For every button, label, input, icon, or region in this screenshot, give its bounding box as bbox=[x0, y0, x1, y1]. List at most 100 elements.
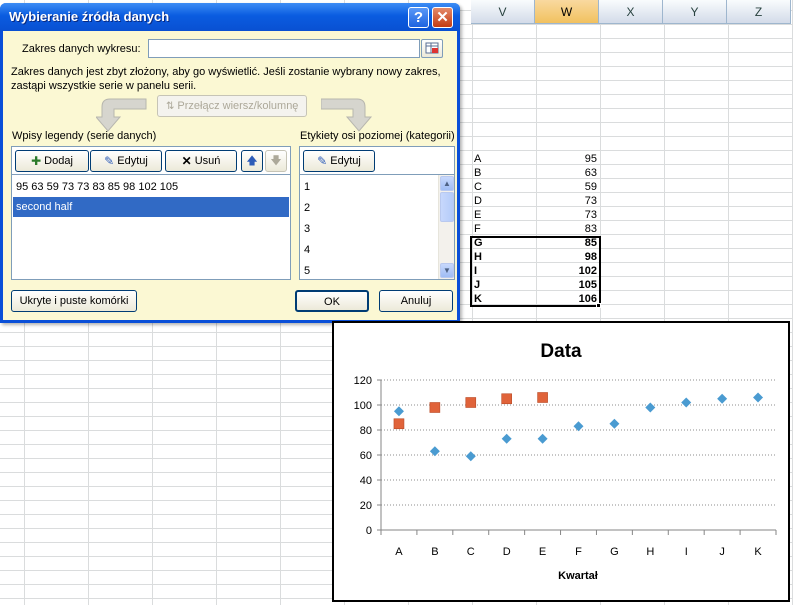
cell-label[interactable]: K bbox=[474, 293, 482, 305]
cell-value[interactable]: 85 bbox=[584, 237, 597, 249]
cell-value[interactable]: 59 bbox=[584, 181, 597, 193]
y-tick-label: 0 bbox=[366, 525, 372, 537]
data-point-square bbox=[429, 402, 441, 413]
ok-button[interactable]: OK bbox=[295, 290, 369, 312]
remove-series-button[interactable]: ✕ Usuń bbox=[165, 150, 237, 172]
cancel-button[interactable]: Anuluj bbox=[379, 290, 453, 312]
x-axis-title: Kwartał bbox=[558, 570, 598, 582]
arrow-up-icon: 🡅 bbox=[246, 155, 258, 167]
category-item[interactable]: 3 bbox=[304, 223, 311, 235]
arrow-right-icon bbox=[321, 98, 373, 132]
select-data-source-dialog: Wybieranie źródła danych ? ✕ Zakres dany… bbox=[0, 3, 460, 323]
cell-label[interactable]: E bbox=[474, 209, 482, 221]
cell-label[interactable]: A bbox=[474, 153, 482, 165]
y-tick-label: 80 bbox=[360, 425, 372, 437]
column-header-y[interactable]: Y bbox=[663, 0, 727, 24]
column-header-v[interactable]: V bbox=[471, 0, 535, 24]
category-labels-pane: ✎ Edytuj 1 2 3 4 5 ▲ ▼ bbox=[299, 146, 455, 280]
data-point-square bbox=[465, 397, 477, 408]
category-item[interactable]: 5 bbox=[304, 265, 311, 277]
y-tick-label: 120 bbox=[354, 375, 372, 387]
category-item[interactable]: 4 bbox=[304, 244, 311, 256]
move-up-button[interactable]: 🡅 bbox=[241, 150, 263, 172]
arrow-left-icon bbox=[96, 98, 147, 132]
x-tick-label: J bbox=[719, 546, 725, 558]
legend-entries-pane: ✚ Dodaj ✎ Edytuj ✕ Usuń 🡅 🡇 95 63 59 73 73 … bbox=[11, 146, 291, 280]
add-label: Dodaj bbox=[44, 155, 73, 167]
edit-categories-button[interactable]: ✎ Edytuj bbox=[303, 150, 375, 172]
column-header-w[interactable]: W bbox=[535, 0, 599, 24]
legend-toolbar: ✚ Dodaj ✎ Edytuj ✕ Usuń 🡅 🡇 bbox=[12, 147, 290, 175]
category-item[interactable]: 2 bbox=[304, 202, 311, 214]
range-note-line2: zastąpi wszystkie serie w panelu serii. bbox=[11, 80, 197, 92]
cell-label[interactable]: F bbox=[474, 223, 481, 235]
cell-value[interactable]: 63 bbox=[584, 167, 597, 179]
close-button[interactable]: ✕ bbox=[432, 7, 453, 28]
selection-range[interactable] bbox=[470, 236, 601, 307]
cell-label[interactable]: B bbox=[474, 167, 482, 179]
column-header-x[interactable]: X bbox=[599, 0, 663, 24]
chart-title: Data bbox=[540, 341, 582, 362]
cell-value[interactable]: 106 bbox=[578, 293, 597, 305]
series-item[interactable]: 95 63 59 73 73 83 85 98 102 105 bbox=[16, 181, 179, 193]
category-labels-label: Etykiety osi poziomej (kategorii) bbox=[300, 130, 455, 142]
cell-label[interactable]: H bbox=[474, 251, 482, 263]
cell-label[interactable]: I bbox=[474, 265, 478, 277]
data-point-diamond bbox=[573, 421, 584, 432]
y-tick-label: 40 bbox=[360, 475, 372, 487]
series-item[interactable]: second half bbox=[13, 197, 289, 217]
cell-value[interactable]: 105 bbox=[578, 279, 597, 291]
remove-label: Usuń bbox=[194, 155, 221, 167]
arrow-down-icon: 🡇 bbox=[270, 155, 282, 167]
category-scrollbar[interactable]: ▲ ▼ bbox=[438, 175, 454, 279]
cell-value[interactable]: 95 bbox=[584, 153, 597, 165]
cell-label[interactable]: C bbox=[474, 181, 482, 193]
category-toolbar: ✎ Edytuj bbox=[300, 147, 454, 175]
switch-row-column-button[interactable]: ⇅ Przełącz wiersz/kolumnę bbox=[157, 95, 307, 117]
dialog-titlebar[interactable]: Wybieranie źródła danych ? ✕ bbox=[0, 3, 460, 31]
switch-icon: ⇅ bbox=[166, 101, 175, 112]
x-tick-label: F bbox=[575, 546, 582, 558]
data-point-diamond bbox=[393, 406, 404, 417]
range-note-line1: Zakres danych jest zbyt złożony, aby go … bbox=[11, 66, 441, 78]
dialog-title: Wybieranie źródła danych bbox=[9, 9, 170, 24]
y-tick-label: 20 bbox=[360, 500, 372, 512]
scroll-thumb[interactable] bbox=[440, 192, 454, 222]
chart[interactable]: Data Kwartał 0 20 40 60 80 100 120 A B C D E F G H I J K bbox=[332, 321, 790, 602]
cell-value[interactable]: 83 bbox=[584, 223, 597, 235]
data-point-square bbox=[393, 418, 405, 430]
hidden-empty-cells-button[interactable]: Ukryte i puste komórki bbox=[11, 290, 137, 312]
cell-label[interactable]: D bbox=[474, 195, 482, 207]
data-point-diamond bbox=[465, 451, 476, 462]
cell-value[interactable]: 102 bbox=[578, 265, 597, 277]
y-tick-label: 60 bbox=[360, 450, 372, 462]
switch-label: Przełącz wiersz/kolumnę bbox=[177, 100, 299, 112]
cell-value[interactable]: 98 bbox=[584, 251, 597, 263]
edit-label: Edytuj bbox=[330, 155, 361, 167]
scroll-down-icon[interactable]: ▼ bbox=[440, 263, 454, 278]
range-picker-icon bbox=[425, 42, 439, 54]
cell-label[interactable]: G bbox=[474, 237, 483, 249]
add-series-button[interactable]: ✚ Dodaj bbox=[15, 150, 89, 172]
cell-value[interactable]: 73 bbox=[584, 195, 597, 207]
data-point-diamond bbox=[681, 397, 692, 408]
scroll-up-icon[interactable]: ▲ bbox=[440, 176, 454, 191]
edit-series-button[interactable]: ✎ Edytuj bbox=[90, 150, 162, 172]
x-tick-label: C bbox=[467, 546, 475, 558]
collapse-range-button[interactable] bbox=[421, 39, 443, 58]
remove-icon: ✕ bbox=[181, 154, 192, 169]
data-point-diamond bbox=[753, 392, 764, 403]
help-button[interactable]: ? bbox=[408, 7, 429, 28]
legend-entries-label: Wpisy legendy (serie danych) bbox=[12, 130, 157, 142]
chart-plot: Data Kwartał 0 20 40 60 80 100 120 A B C D E F G H I J K bbox=[354, 341, 777, 582]
range-input[interactable] bbox=[148, 39, 420, 58]
move-down-button[interactable]: 🡇 bbox=[265, 150, 287, 172]
cell-label[interactable]: J bbox=[474, 279, 481, 291]
fill-handle[interactable] bbox=[596, 303, 601, 308]
category-item[interactable]: 1 bbox=[304, 181, 311, 193]
edit-label: Edytuj bbox=[117, 155, 148, 167]
cell-value[interactable]: 73 bbox=[584, 209, 597, 221]
column-header-z[interactable]: Z bbox=[727, 0, 791, 24]
x-tick-label: I bbox=[685, 546, 688, 558]
data-point-diamond bbox=[429, 446, 440, 457]
